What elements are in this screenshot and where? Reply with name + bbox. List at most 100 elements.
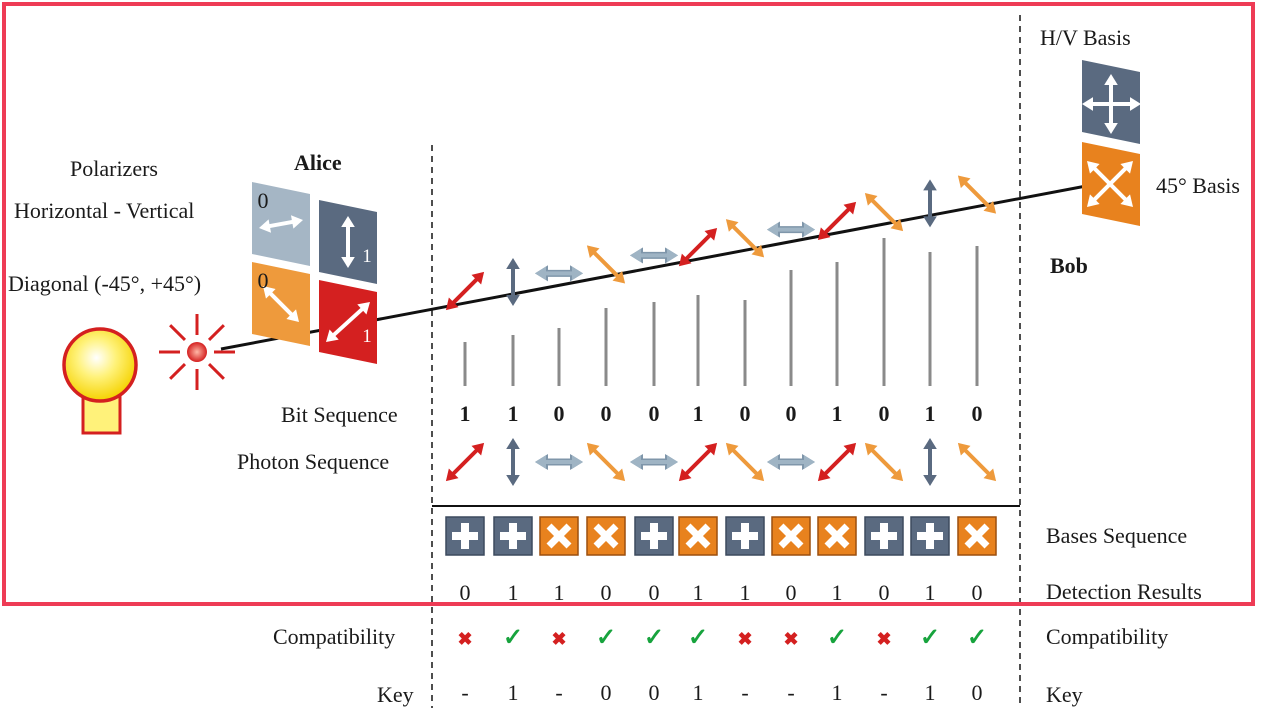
bit-value: 0 bbox=[879, 401, 890, 426]
detection-value: 1 bbox=[508, 580, 519, 605]
basis-hv-icon bbox=[910, 516, 950, 556]
plus-bar bbox=[461, 523, 469, 549]
basis-hv-icon bbox=[493, 516, 533, 556]
arrow-head bbox=[1120, 194, 1133, 207]
arrow-head bbox=[817, 468, 831, 482]
key-value: 0 bbox=[601, 680, 612, 705]
beam-photon-vertical bbox=[506, 257, 520, 306]
sequence-photon-vertical bbox=[923, 438, 937, 486]
arrow-head bbox=[704, 442, 718, 456]
plus45-polarizer-arrow bbox=[326, 302, 370, 342]
bit-value: 1 bbox=[693, 401, 704, 426]
plus-bar bbox=[880, 523, 888, 549]
arrow-head bbox=[1087, 161, 1100, 174]
arrow-head bbox=[1130, 97, 1141, 111]
arrow-head bbox=[445, 468, 459, 482]
photon-sequence-label: Photon Sequence bbox=[237, 449, 390, 474]
arrow-head bbox=[817, 227, 831, 241]
arrow-head bbox=[471, 271, 485, 285]
bulb-icon bbox=[62, 327, 138, 403]
arrow-head bbox=[535, 266, 546, 281]
basis-hv-icon bbox=[725, 516, 765, 556]
bit-value: 1 bbox=[925, 401, 936, 426]
key-value: 0 bbox=[649, 680, 660, 705]
arrow-head bbox=[678, 468, 692, 482]
cross-icon: ✖ bbox=[783, 629, 798, 649]
sequence-photon-horizontal bbox=[535, 455, 583, 469]
key-value: 1 bbox=[508, 680, 519, 705]
key-value: 0 bbox=[972, 680, 983, 705]
sequence-photon-minus45 bbox=[586, 442, 626, 482]
minus45-polarizer: 0 bbox=[252, 262, 310, 346]
arrow-head bbox=[725, 219, 739, 232]
bit-value: 0 bbox=[601, 401, 612, 426]
compatibility-label-right: Compatibility bbox=[1046, 624, 1169, 649]
arrow-shaft bbox=[1091, 165, 1129, 203]
check-icon: ✓ bbox=[503, 625, 523, 651]
arrow-shaft bbox=[730, 223, 760, 253]
minus45-polarizer-digit: 0 bbox=[258, 268, 269, 293]
beam-photon-minus45 bbox=[864, 192, 904, 232]
arrow-shaft bbox=[822, 206, 852, 236]
arrow-head bbox=[341, 216, 355, 227]
cross-bar bbox=[778, 523, 804, 549]
check-icon: ✓ bbox=[644, 625, 664, 651]
polarizers-label: Polarizers bbox=[70, 156, 158, 181]
alice-label: Alice bbox=[294, 150, 342, 175]
arrow-head bbox=[341, 257, 355, 268]
arrow-shaft bbox=[683, 232, 713, 262]
arrow-head bbox=[630, 455, 641, 469]
arrow-head bbox=[751, 468, 765, 482]
arrow-head bbox=[630, 248, 641, 263]
arrow-shaft bbox=[822, 447, 852, 477]
plus45-polarizer-digit: 1 bbox=[362, 326, 372, 347]
beam-photon-plus45 bbox=[445, 271, 485, 311]
arrow-shaft bbox=[267, 290, 295, 318]
bases-sequence-label: Bases Sequence bbox=[1046, 523, 1188, 548]
diagonal-basis-label: 45° Basis bbox=[1156, 173, 1240, 198]
arrow-head bbox=[843, 201, 857, 215]
arrow-head bbox=[263, 286, 276, 299]
basis-diag-icon bbox=[771, 516, 811, 556]
check-icon: ✓ bbox=[596, 625, 616, 651]
detection-value: 0 bbox=[460, 580, 471, 605]
horizontal-polarizer-digit: 0 bbox=[258, 188, 269, 213]
arrow-head bbox=[704, 228, 718, 241]
arrow-head bbox=[357, 302, 370, 315]
detection-value: 1 bbox=[693, 580, 704, 605]
plus-bar bbox=[650, 523, 658, 549]
key-value: - bbox=[787, 680, 794, 705]
vertical-polarizer-arrow bbox=[341, 216, 355, 268]
bit-value: 1 bbox=[508, 401, 519, 426]
arrow-shaft bbox=[962, 447, 992, 477]
sequence-photon-minus45 bbox=[864, 442, 904, 482]
cross-bar bbox=[824, 523, 850, 549]
arrow-head bbox=[751, 244, 765, 258]
basis-arrow bbox=[1082, 97, 1141, 111]
arrow-head bbox=[957, 442, 971, 456]
arrow-head bbox=[767, 222, 778, 237]
sequence-photon-plus45 bbox=[445, 442, 485, 482]
arrow-shaft bbox=[591, 250, 621, 279]
beam-photon-minus45 bbox=[725, 219, 765, 258]
arrow-head bbox=[983, 201, 997, 214]
arrow-head bbox=[983, 468, 997, 482]
plus-bar bbox=[926, 523, 934, 549]
bit-value: 0 bbox=[786, 401, 797, 426]
arrow-head bbox=[612, 468, 626, 482]
basis-hv-icon bbox=[864, 516, 904, 556]
detection-value: 0 bbox=[649, 580, 660, 605]
arrow-head bbox=[612, 270, 626, 284]
basis-diag-icon bbox=[539, 516, 579, 556]
bit-value: 0 bbox=[554, 401, 565, 426]
horizontal-polarizer: 0 bbox=[252, 182, 310, 266]
check-icon: ✓ bbox=[827, 625, 847, 651]
beam-photon-horizontal bbox=[630, 248, 678, 263]
check-icon: ✓ bbox=[967, 625, 987, 651]
compatibility-label-left: Compatibility bbox=[273, 624, 396, 649]
arrow-head bbox=[445, 297, 459, 311]
horizontal-polarizer-arrow bbox=[259, 215, 303, 233]
arrow-shaft bbox=[267, 219, 295, 229]
cross-bar bbox=[685, 523, 711, 549]
sequence-photon-plus45 bbox=[817, 442, 857, 482]
